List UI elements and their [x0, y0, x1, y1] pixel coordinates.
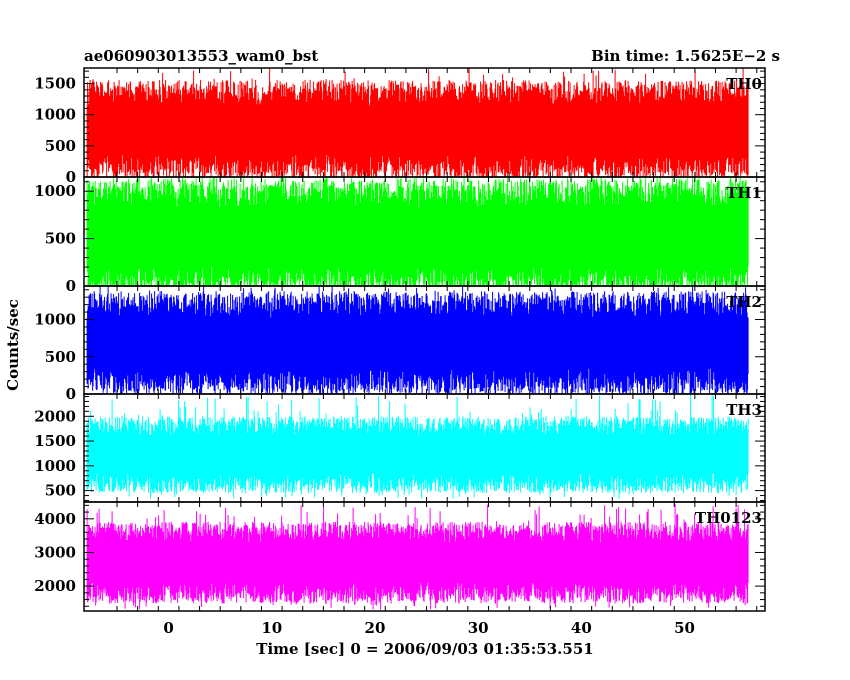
- series-th1: [86, 177, 749, 286]
- y-tick-label: 500: [45, 348, 76, 366]
- y-tick-label: 1000: [34, 106, 76, 124]
- x-tick-label: 0: [163, 619, 173, 637]
- x-tick-label: 40: [571, 619, 592, 637]
- panel-label-th3: TH3: [726, 401, 762, 419]
- y-axis-label: Counts/sec: [4, 299, 22, 391]
- panel-label-th2: TH2: [726, 293, 762, 311]
- series-th3: [86, 395, 749, 499]
- y-tick-label: 0: [66, 277, 76, 295]
- x-tick-label: 50: [674, 619, 695, 637]
- series-th2: [86, 286, 749, 394]
- panel-th2: 0 500 1000 TH2: [34, 285, 766, 403]
- y-tick-label: 1000: [34, 457, 76, 475]
- chart-title: ae060903013553_wam0_bst: [84, 47, 318, 65]
- panel-th0123: 2000 3000 4000 TH0123: [34, 501, 766, 612]
- panel-frame: [83, 501, 766, 612]
- y-tick-label: 0: [66, 385, 76, 403]
- y-tick-label: 1500: [34, 75, 76, 93]
- series-th0123: [86, 503, 749, 610]
- panel-th1: 0 500 1000 TH1: [34, 176, 766, 295]
- y-tick-label: 3000: [34, 543, 76, 561]
- y-tick-label: 2000: [34, 577, 76, 595]
- y-tick-label: 0: [66, 168, 76, 186]
- y-tick-label: 500: [45, 137, 76, 155]
- x-axis-label: Time [sec] 0 = 2006/09/03 01:35:53.551: [256, 640, 593, 658]
- bin-time-label: Bin time: 1.5625E−2 s: [591, 47, 780, 65]
- y-tick-label: 4000: [34, 510, 76, 528]
- y-tick-label: 500: [45, 230, 76, 248]
- x-tick-label: 20: [365, 619, 386, 637]
- panel-th3: 500 1000 1500 2000 TH3: [34, 393, 766, 503]
- panel-label-th0: TH0: [726, 75, 762, 93]
- y-tick-label: 2000: [34, 407, 76, 425]
- panel-th0: 0 500 1000 1500 TH0: [34, 67, 766, 186]
- y-tick-label: 1000: [34, 182, 76, 200]
- y-tick-label: 1500: [34, 432, 76, 450]
- series-th0: [86, 68, 749, 177]
- y-tick-label: 1000: [34, 311, 76, 329]
- x-tick-label: 30: [468, 619, 489, 637]
- panel-label-th1: TH1: [726, 184, 762, 202]
- x-tick-label: 10: [261, 619, 282, 637]
- y-tick-label: 500: [45, 482, 76, 500]
- panel-label-th0123: TH0123: [695, 509, 762, 527]
